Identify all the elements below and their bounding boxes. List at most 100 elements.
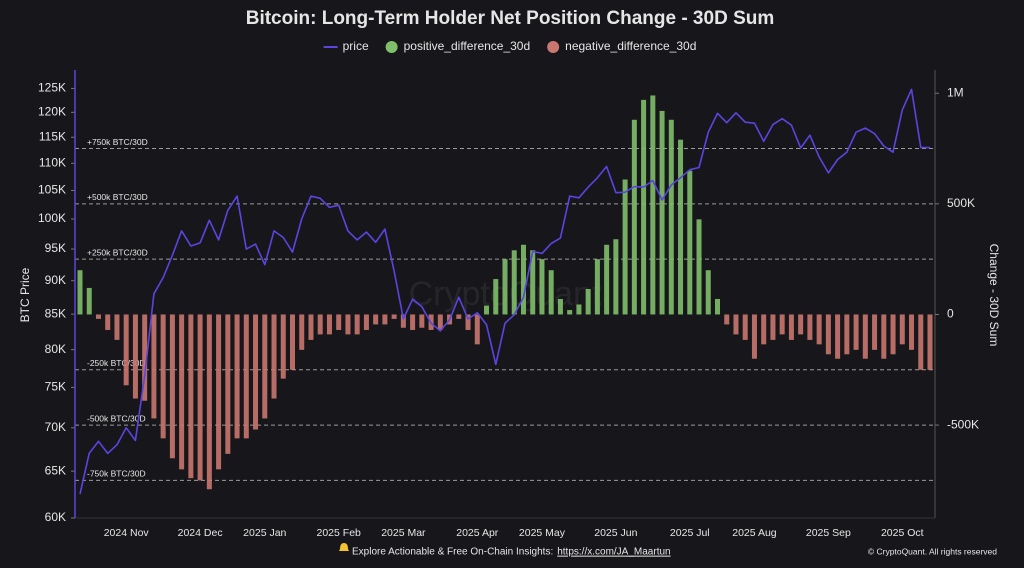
bar [576,304,582,315]
y-tick-label: 115K [39,129,66,143]
bar [456,314,462,319]
footer: Explore Actionable & Free On-Chain Insig… [339,543,997,558]
bar [770,314,776,340]
bar [594,259,600,315]
bar [474,314,480,345]
bar [724,314,730,325]
bell-icon [339,543,349,551]
bar [179,314,185,470]
bar [400,314,406,328]
bar [105,314,111,330]
bar [77,270,83,315]
bar [927,314,933,370]
bar [354,314,360,335]
bar [696,219,702,315]
bar [437,314,443,330]
legend: price positive_difference_30d negative_dif… [323,39,696,53]
bar [151,314,157,419]
bar [317,314,323,335]
bar [299,314,305,350]
bar [548,270,554,315]
bar [336,314,342,330]
footer-link[interactable]: https://x.com/JA_Maartun [557,547,670,558]
bar [326,314,332,335]
bar [650,95,656,315]
bar [585,289,591,315]
bar [881,314,887,359]
reference-label: +750k BTC/30D [87,137,148,147]
bar [243,314,249,439]
x-tick-label: 2025 Jan [243,527,286,539]
bar [188,314,194,479]
x-tick-label: 2025 May [519,527,566,539]
chart-title: Bitcoin: Long-Term Holder Net Position C… [246,8,775,29]
bar [502,259,508,315]
y-tick-label: 100K [38,211,66,225]
bar [604,244,610,315]
y-tick-label: 110K [39,155,66,169]
y2-tick-label: 1M [947,85,964,99]
bar [95,314,101,319]
x-tick-label: 2025 Apr [456,527,499,539]
bar [123,314,129,386]
bar [715,298,720,315]
bar [345,314,351,335]
bar [160,314,166,439]
legend-label: price [343,39,369,53]
bar [539,259,545,315]
reference-label: -750k BTC/30D [87,469,146,479]
bar [779,314,785,335]
bar [262,314,268,419]
bar [761,314,767,345]
reference-label: -250k BTC/30D [87,358,146,368]
x-tick-label: 2025 Oct [881,527,924,539]
bar [419,314,425,328]
bar [890,314,896,355]
x-tick-label: 2025 Mar [381,527,426,539]
y2-tick-label: 0 [947,307,954,321]
x-tick-label: 2025 Feb [317,527,362,539]
bar [280,314,286,379]
bar [678,139,684,315]
bar [290,314,295,370]
bar [798,314,804,335]
bar [114,314,120,340]
bar [567,310,573,315]
legend-swatch [385,41,398,53]
y2-axis-title: Change - 30D Sum [987,244,1001,347]
y-tick-label: 60K [45,510,66,524]
bar [530,250,536,315]
y2-tick-label: 500K [947,196,975,210]
y-tick-label: 125K [38,81,66,95]
bar [225,314,231,454]
bar [816,314,822,345]
bar [391,314,397,319]
y-tick-label: 65K [45,463,66,477]
bar [751,314,757,359]
bar [835,314,841,359]
bar [742,314,748,340]
y-tick-label: 85K [45,306,66,320]
bar [493,279,499,315]
footer-text: Explore Actionable & Free On-Chain Insig… [352,547,553,558]
bar [308,314,314,340]
bar [382,314,388,325]
reference-label: +500k BTC/30D [87,192,148,202]
price-line [79,88,930,495]
bar [373,314,379,325]
bar [687,170,693,315]
bar [909,314,915,350]
bar [234,314,240,439]
bar [484,305,490,315]
bar [705,270,711,315]
bar [271,314,277,399]
bar [641,99,647,315]
bar [197,314,203,481]
bar [844,314,850,355]
bar [132,314,138,399]
bar [410,314,416,330]
x-tick-label: 2025 Jun [594,527,637,539]
bar [363,314,369,330]
